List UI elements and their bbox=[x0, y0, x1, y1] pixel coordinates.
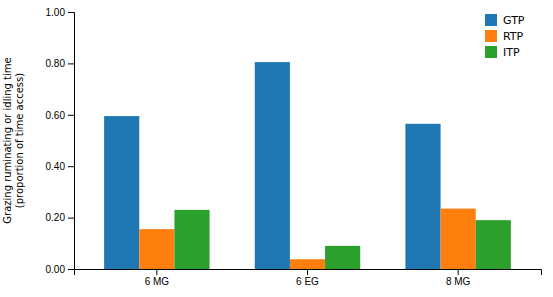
bar bbox=[441, 209, 476, 269]
legend: GTP RTP ITP bbox=[485, 14, 525, 59]
legend-label: ITP bbox=[503, 46, 520, 59]
y-axis-title-line: Grazing ruminating or idling time bbox=[2, 57, 13, 223]
y-tick: 0.80 bbox=[46, 58, 74, 69]
tick-label: 6 MG bbox=[145, 276, 170, 287]
tick-mark bbox=[68, 115, 74, 116]
bar bbox=[405, 124, 440, 269]
tick-mark bbox=[307, 269, 308, 275]
bar bbox=[104, 116, 139, 269]
tick-label: 0.20 bbox=[46, 212, 66, 223]
tick-label: 1.00 bbox=[46, 7, 66, 18]
x-tick: 6 MG bbox=[145, 269, 170, 287]
legend-item: RTP bbox=[485, 30, 524, 43]
y-axis-title: Grazing ruminating or idling time(propor… bbox=[2, 57, 25, 223]
tick-label: 0.80 bbox=[46, 58, 66, 69]
bar-series bbox=[104, 62, 440, 269]
bar bbox=[290, 259, 325, 269]
y-axis-title-line: (proportion of time access) bbox=[14, 73, 25, 208]
tick-label: 0.40 bbox=[46, 161, 66, 172]
legend-swatch bbox=[485, 30, 497, 42]
tick-label: 8 MG bbox=[446, 276, 471, 287]
tick-mark bbox=[68, 218, 74, 219]
bar-series bbox=[139, 209, 475, 269]
tick-label: 6 EG bbox=[296, 276, 319, 287]
axis-line bbox=[75, 270, 542, 276]
bar bbox=[325, 246, 360, 269]
plot: 0.00 0.20 0.40 0.60 0.80 1.00 6 MG 6 EG 8 MG Graz… bbox=[2, 7, 542, 287]
y-tick: 0.40 bbox=[46, 161, 74, 172]
y-tick: 0.60 bbox=[46, 110, 74, 121]
bar bbox=[255, 62, 290, 269]
x-axis: 6 MG 6 EG 8 MG bbox=[75, 269, 542, 287]
tick-mark bbox=[68, 166, 74, 167]
y-tick: 1.00 bbox=[46, 7, 74, 18]
legend-label: RTP bbox=[503, 30, 524, 43]
tick-mark bbox=[156, 269, 157, 275]
bar bbox=[476, 220, 511, 269]
x-tick: 8 MG bbox=[446, 269, 471, 287]
y-tick: 0.00 bbox=[46, 264, 74, 275]
x-tick: 6 EG bbox=[296, 269, 319, 287]
y-tick: 0.20 bbox=[46, 212, 74, 223]
axis-line bbox=[68, 13, 75, 270]
bars bbox=[104, 62, 511, 269]
bar bbox=[174, 210, 209, 269]
tick-mark bbox=[68, 269, 74, 270]
bar bbox=[139, 229, 174, 269]
bar-series bbox=[174, 210, 510, 269]
tick-mark bbox=[68, 63, 74, 64]
tick-label: 0.00 bbox=[46, 264, 66, 275]
legend-swatch bbox=[485, 46, 497, 58]
tick-mark bbox=[458, 269, 459, 275]
legend-label: GTP bbox=[503, 14, 525, 27]
legend-item: GTP bbox=[485, 14, 525, 27]
legend-swatch bbox=[485, 14, 497, 26]
tick-mark bbox=[68, 12, 74, 13]
chart: 0.00 0.20 0.40 0.60 0.80 1.00 6 MG 6 EG 8 MG Graz… bbox=[0, 0, 553, 297]
legend-item: ITP bbox=[485, 46, 520, 59]
tick-label: 0.60 bbox=[46, 110, 66, 121]
y-axis: 0.00 0.20 0.40 0.60 0.80 1.00 bbox=[46, 7, 75, 275]
